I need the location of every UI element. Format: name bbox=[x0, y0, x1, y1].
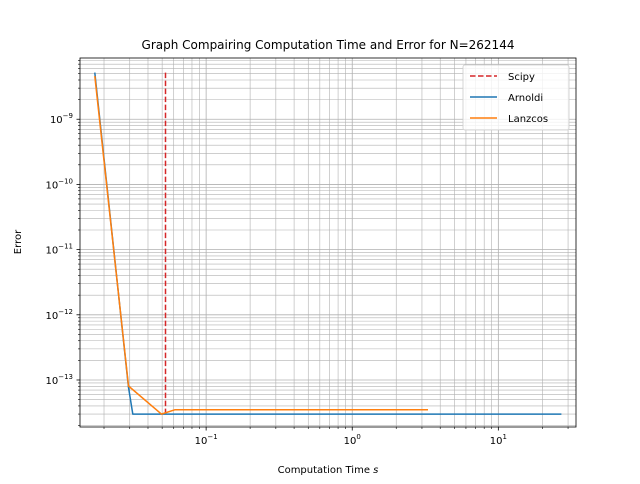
legend-label-lanzcos: Lanzcos bbox=[508, 114, 548, 125]
x-tick-label: 10−1 bbox=[195, 433, 218, 447]
legend-box bbox=[462, 64, 570, 131]
legend-label-scipy: Scipy bbox=[508, 72, 535, 83]
series-line-arnoldi bbox=[94, 72, 562, 415]
x-axis-label: Computation Time s bbox=[278, 465, 379, 476]
chart-title: Graph Compairing Computation Time and Er… bbox=[142, 38, 515, 52]
series-layer bbox=[94, 72, 562, 415]
legend: Scipy Arnoldi Lanzcos bbox=[462, 64, 570, 131]
y-axis-ticks: 10−13 10−12 10−11 10−10 10−9 bbox=[45, 60, 80, 426]
series-line-lanzcos bbox=[94, 75, 428, 415]
grid bbox=[80, 58, 576, 427]
y-tick-label: 10−12 bbox=[45, 308, 73, 322]
x-tick-label: 101 bbox=[490, 433, 507, 447]
y-tick-label: 10−9 bbox=[50, 112, 73, 126]
y-tick-label: 10−10 bbox=[45, 177, 73, 191]
y-tick-label: 10−13 bbox=[45, 373, 73, 387]
plot-frame bbox=[79, 57, 577, 428]
legend-label-arnoldi: Arnoldi bbox=[508, 93, 543, 104]
x-tick-label: 100 bbox=[344, 433, 361, 447]
y-axis-label: Error bbox=[13, 229, 24, 254]
x-axis-ticks: 10−1 100 101 bbox=[103, 427, 569, 447]
y-tick-label: 10−11 bbox=[45, 243, 73, 257]
